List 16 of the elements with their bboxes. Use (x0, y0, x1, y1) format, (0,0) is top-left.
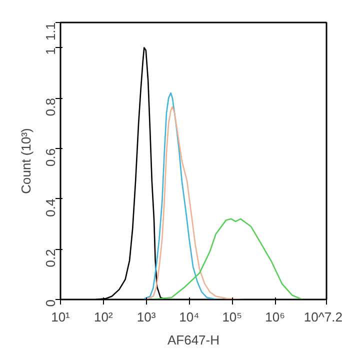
y-tick-label: 0.6 (43, 148, 58, 166)
y-tick-label: 0 (43, 299, 58, 307)
y-tick-label: 1.1 (43, 22, 58, 41)
x-tick-label: 10^7.2 (304, 310, 342, 324)
x-tick-label: 10³ (136, 310, 156, 324)
x-tick-label: 10⁶ (265, 310, 285, 324)
y-axis-title: Count (10³) (18, 128, 34, 194)
x-tick-label: 10² (94, 310, 114, 324)
y-tick-label: 0.8 (43, 98, 58, 116)
x-tick-label: 10⁴ (179, 310, 200, 324)
x-tick-label: 10⁵ (222, 310, 242, 324)
y-tick-label: 1 (43, 48, 58, 55)
y-tick-label: 0.4 (43, 198, 58, 217)
y-tick-label: 0.2 (43, 249, 58, 268)
x-tick-label: 10¹ (51, 310, 71, 324)
x-axis-title: AF647-H (167, 332, 220, 348)
